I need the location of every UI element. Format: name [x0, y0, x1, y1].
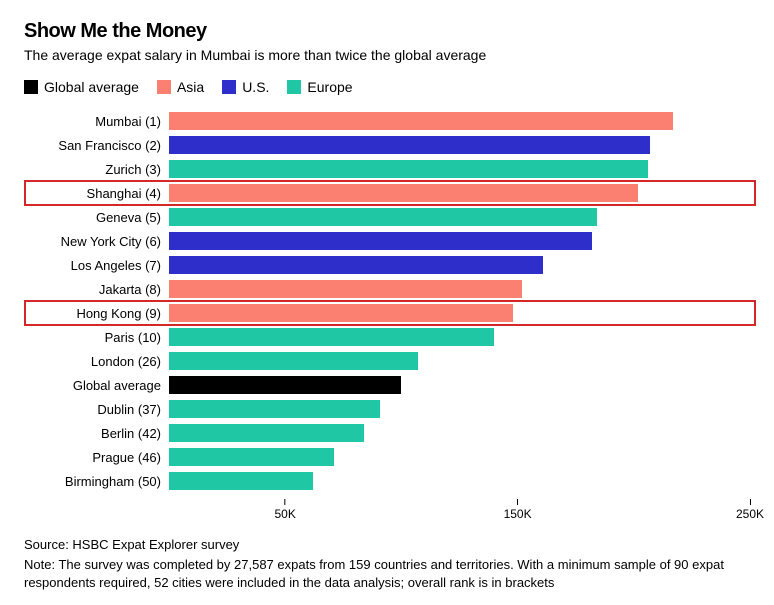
bar-area — [169, 229, 750, 253]
axis-tick: 250K — [736, 499, 764, 521]
bar-row: Zurich (3) — [24, 157, 750, 181]
tick-mark — [750, 499, 751, 505]
tick-label: 150K — [504, 507, 532, 521]
legend-label: Asia — [177, 79, 204, 95]
bar-area — [169, 205, 750, 229]
bar — [169, 304, 513, 322]
note-text: Note: The survey was completed by 27,587… — [24, 556, 750, 591]
legend: Global average Asia U.S. Europe — [24, 79, 750, 95]
bar-row: Shanghai (4) — [24, 181, 750, 205]
bar-area — [169, 109, 750, 133]
axis-tick: 50K — [275, 499, 296, 521]
legend-label: Global average — [44, 79, 139, 95]
bar-label: Prague (46) — [24, 450, 169, 465]
bar-area — [169, 445, 750, 469]
bar — [169, 136, 650, 154]
bar-row: Berlin (42) — [24, 421, 750, 445]
bar-label: Los Angeles (7) — [24, 258, 169, 273]
bar-label: Dublin (37) — [24, 402, 169, 417]
bar — [169, 256, 543, 274]
bar-row: London (26) — [24, 349, 750, 373]
bar-label: Mumbai (1) — [24, 114, 169, 129]
bar-row: Birmingham (50) — [24, 469, 750, 493]
bar-area — [169, 349, 750, 373]
axis-tick: 150K — [504, 499, 532, 521]
legend-swatch — [157, 80, 171, 94]
tick-mark — [285, 499, 286, 505]
bar-label: Birmingham (50) — [24, 474, 169, 489]
bar-row: Mumbai (1) — [24, 109, 750, 133]
chart-container: Show Me the Money The average expat sala… — [0, 0, 774, 605]
tick-label: 50K — [275, 507, 296, 521]
bar — [169, 472, 313, 490]
bar-label: Hong Kong (9) — [24, 306, 169, 321]
bar-label: Shanghai (4) — [24, 186, 169, 201]
bar-row: Global average — [24, 373, 750, 397]
bar — [169, 112, 673, 130]
bar-label: Geneva (5) — [24, 210, 169, 225]
bar-row: Jakarta (8) — [24, 277, 750, 301]
bar-area — [169, 181, 750, 205]
bar-label: London (26) — [24, 354, 169, 369]
chart-subtitle: The average expat salary in Mumbai is mo… — [24, 47, 750, 63]
bar-label: Zurich (3) — [24, 162, 169, 177]
bar — [169, 424, 364, 442]
bar-label: Jakarta (8) — [24, 282, 169, 297]
bar-row: Prague (46) — [24, 445, 750, 469]
bar — [169, 448, 334, 466]
bar-chart: Mumbai (1) San Francisco (2) Zurich (3) Sha… — [24, 109, 750, 493]
bar-area — [169, 277, 750, 301]
axis-spacer — [24, 499, 169, 527]
bar-area — [169, 469, 750, 493]
tick-label: 250K — [736, 507, 764, 521]
bar-row: San Francisco (2) — [24, 133, 750, 157]
axis-ticks: 50K150K250K — [169, 499, 750, 527]
legend-item: Asia — [157, 79, 204, 95]
bar-label: Paris (10) — [24, 330, 169, 345]
bar-row: Los Angeles (7) — [24, 253, 750, 277]
bar — [169, 208, 597, 226]
bar — [169, 352, 418, 370]
tick-mark — [517, 499, 518, 505]
bar-row: Dublin (37) — [24, 397, 750, 421]
bar-area — [169, 157, 750, 181]
source-text: Source: HSBC Expat Explorer survey — [24, 537, 750, 552]
bar-label: San Francisco (2) — [24, 138, 169, 153]
bar — [169, 328, 494, 346]
legend-item: U.S. — [222, 79, 269, 95]
bar — [169, 400, 380, 418]
legend-label: Europe — [307, 79, 352, 95]
bar-label: New York City (6) — [24, 234, 169, 249]
bar-area — [169, 421, 750, 445]
legend-label: U.S. — [242, 79, 269, 95]
bar-area — [169, 133, 750, 157]
bar — [169, 376, 401, 394]
legend-swatch — [222, 80, 236, 94]
bar — [169, 184, 638, 202]
bar-area — [169, 397, 750, 421]
bar — [169, 160, 648, 178]
bar-label: Berlin (42) — [24, 426, 169, 441]
chart-area: Mumbai (1) San Francisco (2) Zurich (3) Sha… — [24, 109, 750, 527]
bar — [169, 232, 592, 250]
bar-row: Geneva (5) — [24, 205, 750, 229]
bar — [169, 280, 522, 298]
chart-title: Show Me the Money — [24, 20, 750, 43]
bar-row: Paris (10) — [24, 325, 750, 349]
legend-swatch — [287, 80, 301, 94]
x-axis: 50K150K250K — [24, 499, 750, 527]
bar-row: New York City (6) — [24, 229, 750, 253]
legend-item: Europe — [287, 79, 352, 95]
legend-item: Global average — [24, 79, 139, 95]
bar-area — [169, 325, 750, 349]
bar-label: Global average — [24, 378, 169, 393]
bar-area — [169, 301, 750, 325]
bar-area — [169, 373, 750, 397]
bar-area — [169, 253, 750, 277]
bar-row: Hong Kong (9) — [24, 301, 750, 325]
legend-swatch — [24, 80, 38, 94]
